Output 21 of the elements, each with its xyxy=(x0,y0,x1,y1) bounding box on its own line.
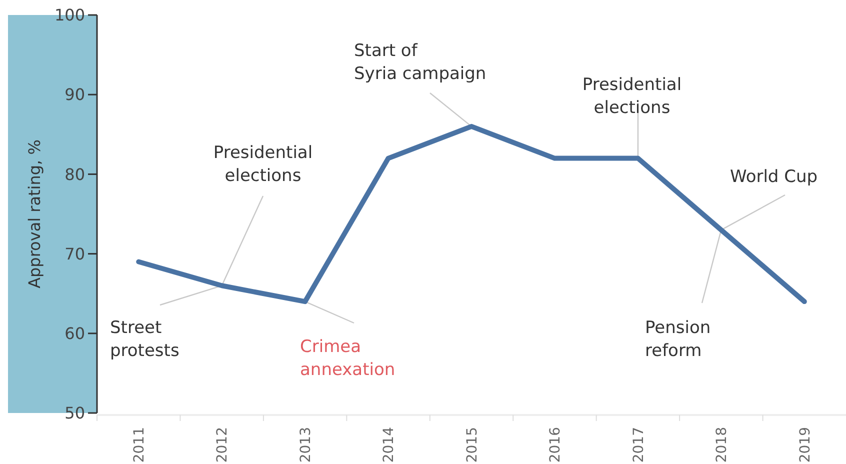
y-axis-title: Approval rating, % xyxy=(25,140,44,288)
x-tick-label: 2014 xyxy=(381,426,398,463)
x-tick-label: 2012 xyxy=(214,427,231,463)
x-tick-label: 2016 xyxy=(548,426,564,463)
annotation: World Cup xyxy=(730,167,818,187)
annotation: Street protests xyxy=(110,318,180,361)
annotation: Presidential elections xyxy=(213,143,313,186)
annotation: Presidential elections xyxy=(582,75,682,118)
x-tick-label: 2018 xyxy=(714,427,730,463)
x-tick-label: 2011 xyxy=(132,427,148,463)
x-tick-label: 2019 xyxy=(797,427,814,463)
x-tick-label: 2015 xyxy=(464,427,480,463)
y-tick-label: 60 xyxy=(64,324,85,343)
y-tick-label: 70 xyxy=(64,244,85,264)
y-tick-label: 80 xyxy=(64,164,85,184)
annotation: Start of Syria campaign xyxy=(354,41,486,84)
annotation: Crimea annexation xyxy=(300,337,396,380)
x-tick-label: 2017 xyxy=(630,427,647,463)
y-tick-label: 90 xyxy=(64,85,85,104)
annotation: Pension reform xyxy=(645,318,711,361)
x-tick-label: 2013 xyxy=(298,427,314,463)
